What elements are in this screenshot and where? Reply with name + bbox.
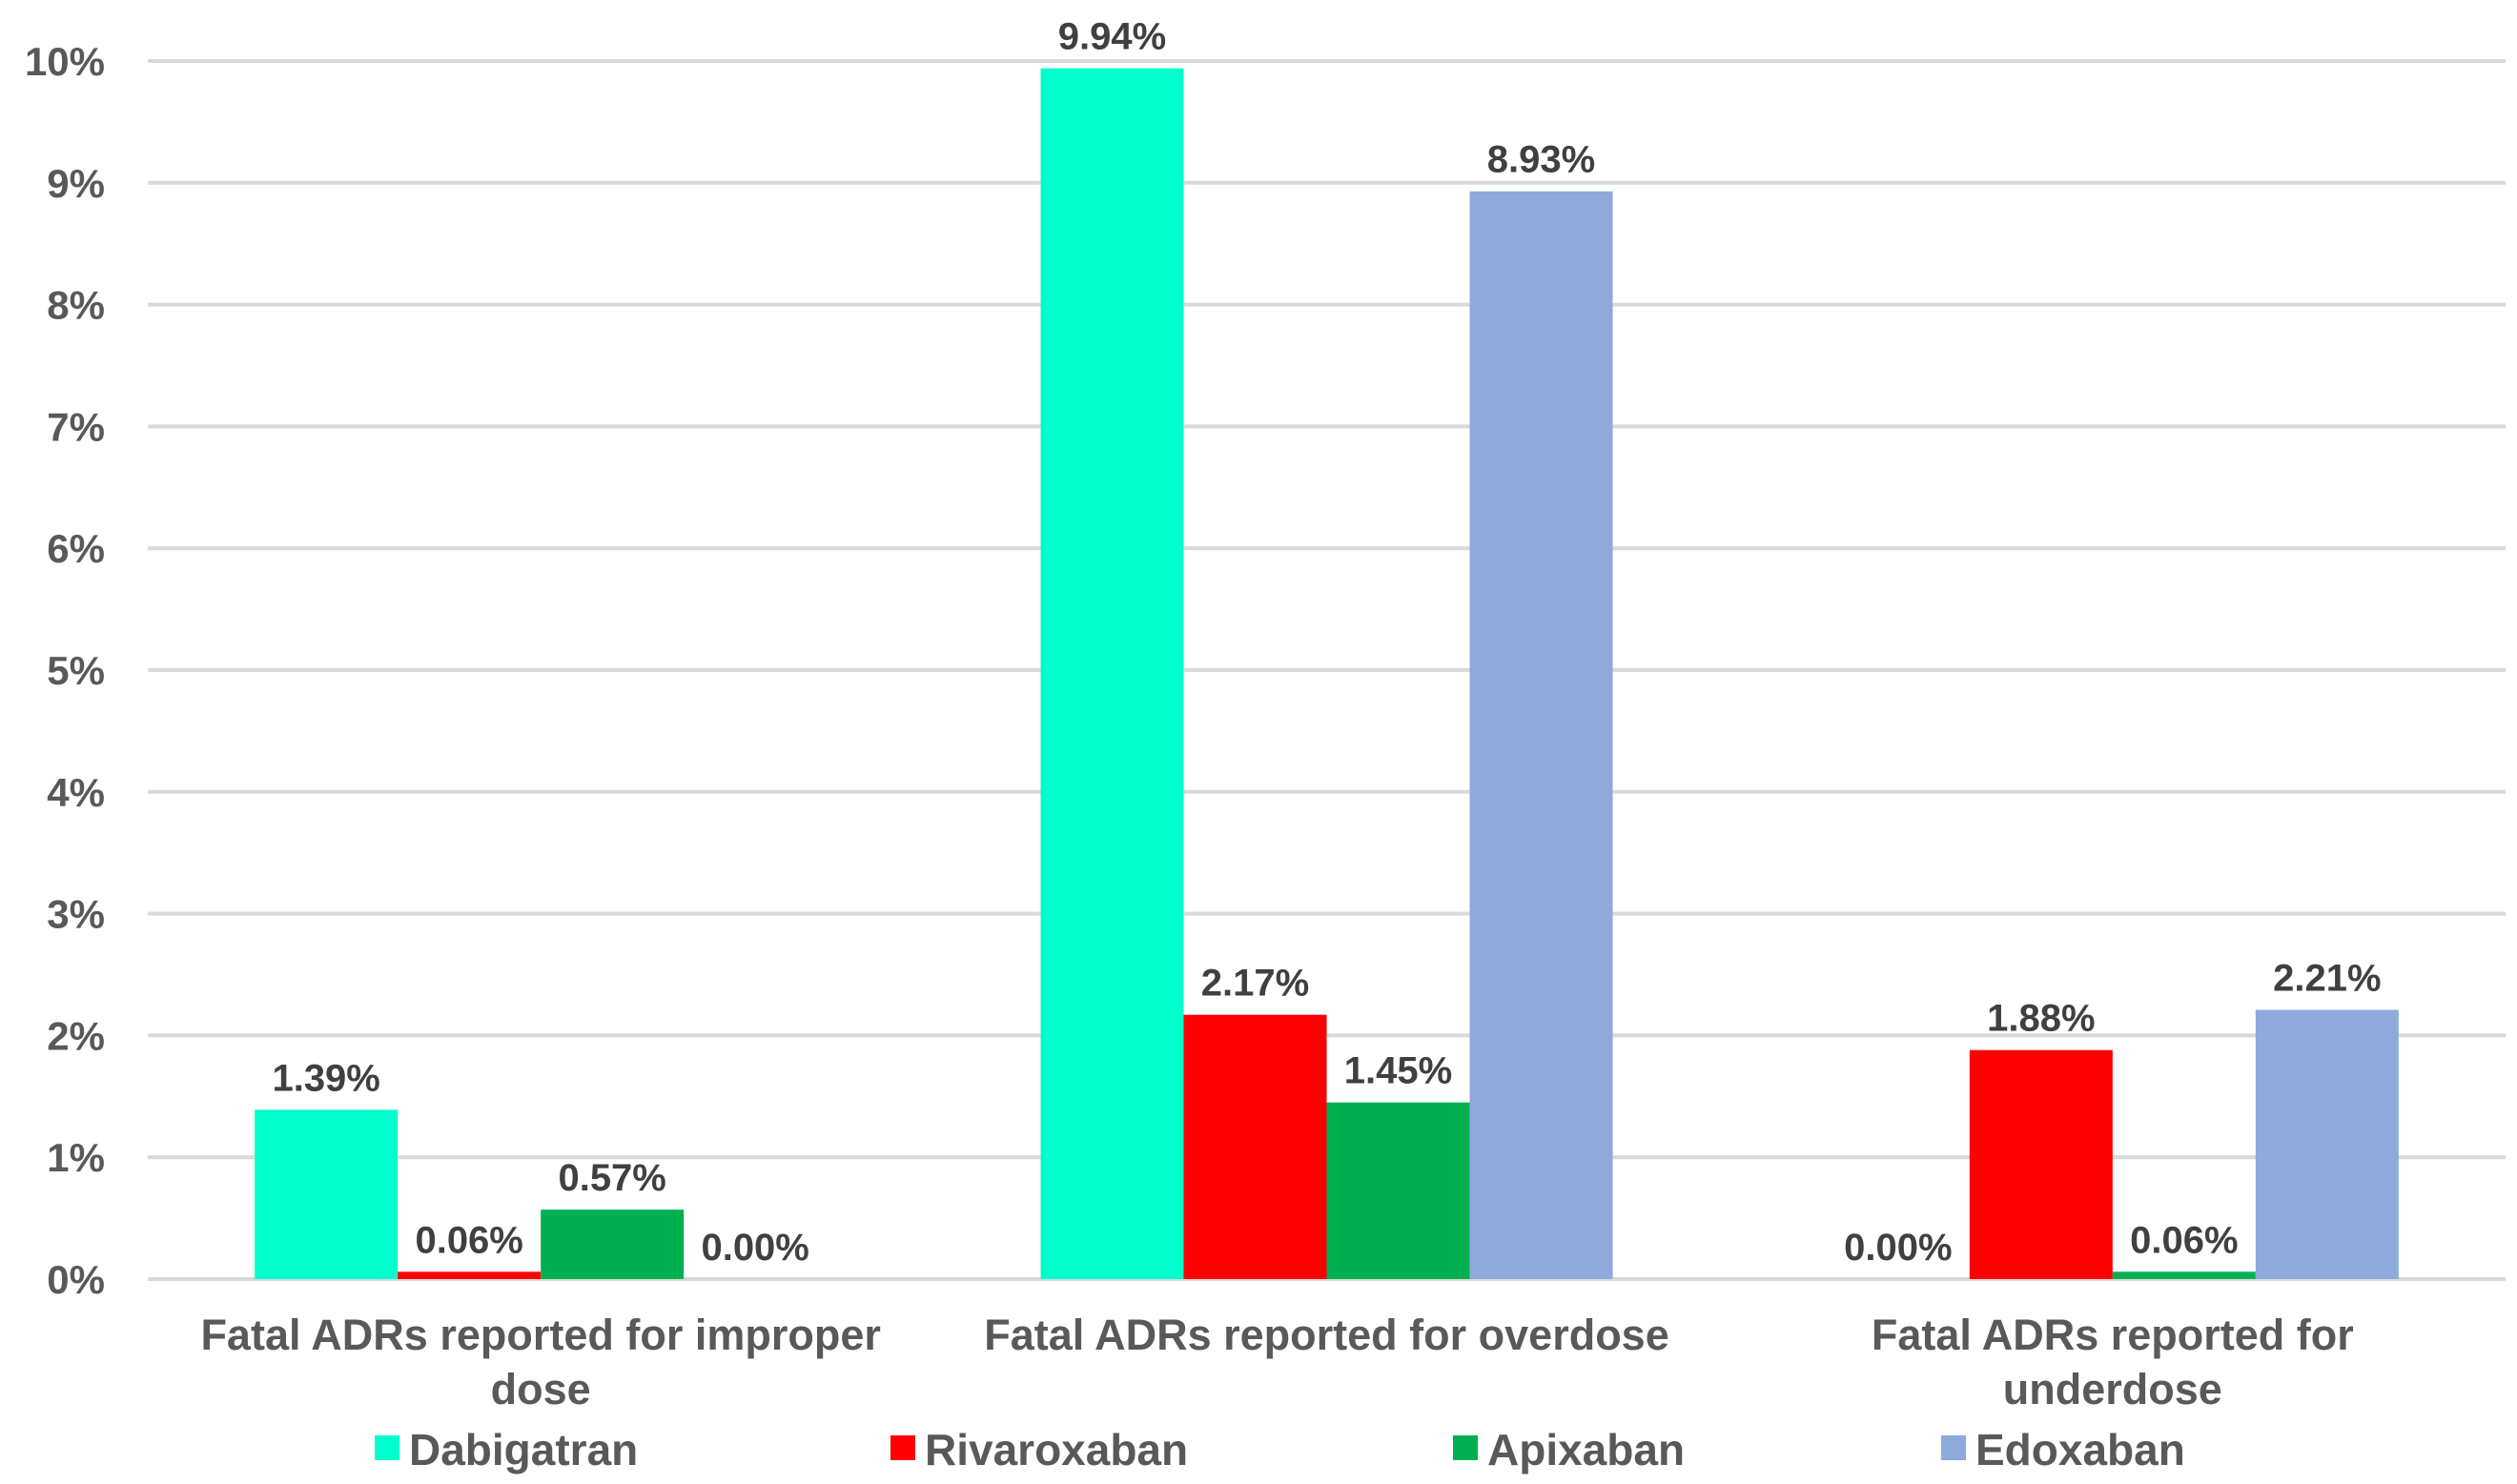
y-tick-label: 4% [47, 770, 105, 815]
bar-edoxaban-2 [1469, 191, 1613, 1280]
y-tick-label: 9% [47, 161, 105, 206]
bar-rivaroxaban-1 [398, 1271, 542, 1279]
data-label: 0.57% [558, 1157, 665, 1199]
data-label: 0.06% [415, 1219, 522, 1261]
data-label: 2.21% [2273, 958, 2381, 1000]
y-tick-label: 7% [47, 404, 105, 449]
bar-edoxaban-3 [2255, 1009, 2399, 1279]
data-label: 0.00% [1844, 1227, 1952, 1269]
y-tick-label: 2% [47, 1013, 105, 1058]
data-labels: 1.39% 0.06% 0.57% 0.00% 9.94% 2.17% 1.45% 8.93%… [272, 16, 2381, 1269]
data-label: 0.06% [2130, 1219, 2238, 1261]
y-tick-label: 10% [25, 39, 105, 84]
bar-apixaban-3 [2112, 1271, 2256, 1279]
legend-swatch-dabigatran [375, 1435, 399, 1460]
y-tick-label: 5% [47, 648, 105, 693]
category-label: Fatal ADRs reported for [1872, 1311, 2354, 1359]
x-axis-categories: Fatal ADRs reported for improper dose Fata… [200, 1311, 2353, 1413]
y-axis-ticks: 0% 1% 2% 3% 4% 5% 6% 7% 8% 9% 10% [25, 39, 105, 1302]
legend: Dabigatran Rivaroxaban Apixaban Edoxaban [375, 1425, 2185, 1474]
bar-dabigatran-1 [255, 1109, 399, 1279]
data-label: 0.00% [701, 1227, 808, 1269]
legend-label-dabigatran: Dabigatran [409, 1425, 638, 1474]
category-label: Fatal ADRs reported for improper [200, 1311, 880, 1359]
category-label: dose [491, 1365, 591, 1413]
legend-swatch-edoxaban [1941, 1435, 1966, 1460]
legend-label-apixaban: Apixaban [1487, 1425, 1685, 1474]
bar-dabigatran-2 [1040, 68, 1184, 1280]
y-tick-label: 8% [47, 283, 105, 328]
gridlines [148, 59, 2506, 1281]
data-label: 2.17% [1201, 963, 1309, 1005]
data-label: 9.94% [1058, 16, 1166, 58]
bars [255, 68, 2399, 1280]
y-tick-label: 3% [47, 892, 105, 937]
legend-swatch-apixaban [1453, 1435, 1478, 1460]
y-tick-label: 1% [47, 1135, 105, 1180]
legend-swatch-rivaroxaban [890, 1435, 915, 1460]
bar-apixaban-1 [541, 1210, 685, 1279]
legend-label-rivaroxaban: Rivaroxaban [925, 1425, 1188, 1474]
bar-rivaroxaban-3 [1969, 1049, 2113, 1279]
bar-apixaban-2 [1326, 1102, 1470, 1279]
category-label: Fatal ADRs reported for overdose [984, 1311, 1668, 1359]
data-label: 1.39% [272, 1057, 379, 1099]
data-label: 8.93% [1487, 139, 1595, 181]
legend-label-edoxaban: Edoxaban [1975, 1425, 2185, 1474]
y-tick-label: 0% [47, 1257, 105, 1302]
y-tick-label: 6% [47, 526, 105, 571]
data-label: 1.45% [1344, 1050, 1452, 1092]
data-label: 1.88% [1987, 998, 2095, 1040]
category-label: underdose [2003, 1365, 2222, 1413]
bar-rivaroxaban-2 [1183, 1014, 1327, 1279]
